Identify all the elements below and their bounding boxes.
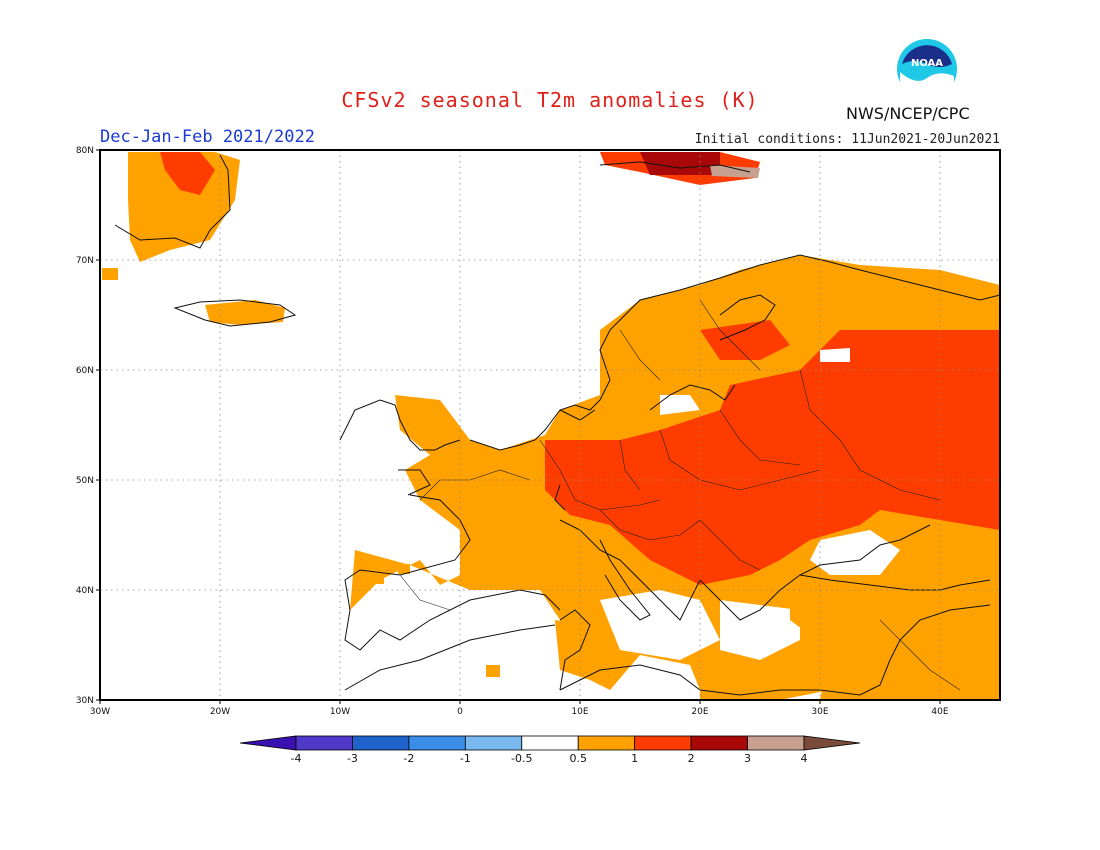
colorbar-segment: [295, 735, 353, 751]
colorbar-tick-label: 3: [744, 752, 751, 765]
lat-tick-label: 50N: [76, 476, 94, 486]
noaa-logo-text: NOAA: [911, 58, 943, 69]
colorbar-segment: [408, 735, 466, 751]
colorbar-tick-label: -0.5: [511, 752, 532, 765]
lon-tick-labels: 30W 20W 10W 0 10E 20E 30E 40E: [90, 707, 949, 717]
colorbar-tick-label: 0.5: [569, 752, 587, 765]
lon-tick-label: 40E: [931, 707, 948, 717]
lat-tick-labels: 30N 40N 50N 60N 70N 80N: [76, 146, 94, 706]
season-label: Dec-Jan-Feb 2021/2022: [100, 127, 315, 147]
lat-tick-label: 40N: [76, 586, 94, 596]
lon-tick-label: 30W: [90, 707, 110, 717]
agency-label: NWS/NCEP/CPC: [846, 104, 970, 123]
colorbar-segment: [521, 735, 579, 751]
colorbar-segment: [577, 735, 636, 751]
colorbar-tick-label: 1: [631, 752, 638, 765]
lat-tick-label: 60N: [76, 366, 94, 376]
colorbar-tick-label: -1: [460, 752, 471, 765]
lat-tick-label: 80N: [76, 146, 94, 156]
map-grid: [100, 150, 1000, 700]
initial-conditions-label: Initial conditions: 11Jun2021-20Jun2021: [694, 132, 1000, 147]
lon-tick-label: 0: [457, 707, 463, 717]
map-title: CFSv2 seasonal T2m anomalies (K): [341, 88, 759, 112]
lon-tick-label: 10E: [571, 707, 588, 717]
lat-tick-label: 30N: [76, 696, 94, 706]
lon-tick-label: 30E: [811, 707, 828, 717]
coastlines: [114, 154, 1001, 696]
colorbar-tick-label: -2: [403, 752, 414, 765]
colorbar-segment: [690, 735, 748, 751]
lon-tick-label: 20W: [210, 707, 230, 717]
colorbar-tick-label: -3: [347, 752, 358, 765]
colorbar-segment: [352, 735, 410, 751]
anomaly-shading: [102, 152, 1000, 700]
colorbar-segment: [464, 735, 523, 751]
lat-tick-label: 70N: [76, 256, 94, 266]
colorbar-tick-label: 4: [801, 752, 808, 765]
colorbar-tick-label: 2: [688, 752, 695, 765]
colorbar: -4 -3 -2 -1 -0.5 0.5 1 2 3 4: [239, 735, 861, 765]
colorbar-tick-label: -4: [291, 752, 302, 765]
lon-tick-label: 20E: [691, 707, 708, 717]
noaa-logo-icon: NOAA: [897, 39, 957, 100]
colorbar-segment: [239, 735, 297, 751]
map-frame: [99, 149, 1001, 701]
country-borders: [399, 299, 961, 691]
colorbar-segment: [634, 735, 692, 751]
colorbar-segment: [747, 735, 805, 751]
colorbar-segment: [803, 735, 861, 751]
lon-tick-label: 10W: [330, 707, 350, 717]
